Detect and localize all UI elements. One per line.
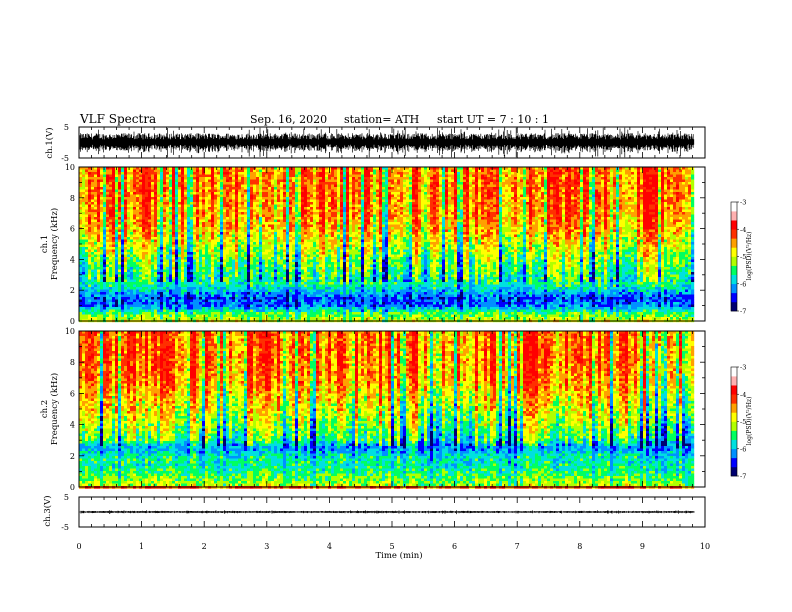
ch1-colorbar-tick-label: -6	[740, 280, 746, 288]
ch2-colorbar-swatch	[731, 457, 737, 468]
ch2-colorbar: -3 -4 -5 -6 -7	[730, 364, 746, 481]
freq-tick-label: 8	[70, 194, 75, 203]
freq-tick-label: 6	[70, 225, 75, 234]
ch1-colorbar-swatch	[731, 247, 737, 257]
ch1-colorbar-swatch	[731, 265, 737, 275]
time-tick-label: 5	[389, 542, 394, 551]
ch2-colorbar-tick-label: -3	[740, 364, 746, 372]
ch2-colorbar-swatch	[731, 448, 737, 459]
freq-tick-label: 10	[65, 163, 75, 172]
ch2-spec-ylabel: ch.2	[40, 400, 50, 418]
ch1-colorbar-label: log(PSD)(V²/Hz)	[746, 232, 753, 281]
ch3-waveform-panel: 5 -5 0 1 2 3 4 5 6 7 8 9 10	[61, 493, 710, 551]
freq-tick-label: 10	[65, 327, 75, 336]
ch1-spectrogram-panel: 0 2 4 6 8 10	[65, 163, 706, 326]
ch1-colorbar-tick-label: -7	[740, 308, 746, 316]
freq-tick-label: 0	[70, 317, 75, 326]
ch2-spectrogram-panel: 0 2 4 6 8 10	[65, 327, 706, 492]
time-tick-label: 6	[452, 542, 457, 551]
ch2-colorbar-swatch	[731, 385, 737, 395]
time-tick-label: 7	[515, 542, 520, 551]
ch1-colorbar-swatch	[731, 229, 737, 239]
freq-tick-label: 4	[70, 255, 75, 264]
ch2-colorbar-swatch	[731, 403, 737, 413]
time-tick-label: 9	[640, 542, 645, 551]
ch1-waveform-trace	[79, 127, 695, 158]
ch3-waveform-ylabel: ch.3(V)	[42, 495, 53, 526]
date-text: Sep. 16, 2020	[250, 113, 327, 126]
ch1-colorbar: -3 -4 -5 -6 -7	[730, 199, 746, 316]
freq-tick-label: 0	[70, 483, 75, 492]
ch2-colorbar-label: log(PSD)(V²/Hz)	[746, 397, 753, 446]
ch1-freq-ylabel: Frequency (kHz)	[49, 208, 60, 280]
time-tick-label: 3	[264, 542, 269, 551]
ch1-colorbar-swatch	[731, 202, 737, 212]
freq-tick-label: 4	[70, 421, 75, 430]
ch3-waveform-trace	[79, 510, 695, 515]
ch1-spec-ylabel: ch.1	[40, 235, 50, 253]
time-tick-label: 0	[76, 542, 81, 551]
freq-tick-label: 6	[70, 389, 75, 398]
ch2-colorbar-tick-label: -4	[740, 391, 746, 399]
ch1-colorbar-swatch	[731, 238, 737, 248]
ch2-colorbar-swatch	[731, 421, 737, 431]
time-xlabel: Time (min)	[375, 550, 422, 561]
ch2-spectrogram-cells	[79, 331, 695, 489]
ch2-colorbar-swatch	[731, 430, 737, 440]
ch1-colorbar-swatch	[731, 292, 737, 303]
ch2-colorbar-swatch	[731, 394, 737, 404]
ch1-colorbar-swatch	[731, 274, 737, 285]
ch1-colorbar-tick-label: -3	[740, 199, 746, 207]
ch1-waveform-ytick-label: 5	[64, 123, 69, 132]
ch1-waveform-panel: 5 -5	[61, 123, 706, 163]
freq-tick-label: 2	[70, 452, 75, 461]
time-tick-label: 10	[700, 542, 710, 551]
ch1-colorbar-tick-label: -4	[740, 226, 746, 234]
ch1-waveform-ytick-label: -5	[61, 154, 69, 163]
freq-tick-label: 8	[70, 358, 75, 367]
ch3-waveform-ytick-label: 5	[64, 493, 69, 502]
ch2-colorbar-swatch	[731, 367, 737, 377]
time-tick-label: 4	[327, 542, 332, 551]
ch1-colorbar-swatch	[731, 301, 737, 312]
ch1-colorbar-tick-label: -5	[740, 253, 746, 261]
ch2-colorbar-swatch	[731, 412, 737, 422]
ch1-waveform-ylabel: ch.1(V)	[44, 127, 55, 158]
ch2-colorbar-swatch	[731, 376, 737, 386]
figure-title: VLF Spectra	[79, 112, 156, 126]
time-tick-label: 8	[577, 542, 582, 551]
ch2-colorbar-swatch	[731, 439, 737, 450]
station-text: station= ATH	[344, 113, 419, 126]
ch3-waveform-ytick-label: -5	[61, 523, 69, 532]
ch2-colorbar-tick-label: -7	[740, 473, 746, 481]
ch1-colorbar-swatch	[731, 220, 737, 230]
start-time-text: start UT = 7 : 10 : 1	[437, 113, 549, 126]
time-tick-label: 2	[202, 542, 207, 551]
ch2-colorbar-swatch	[731, 466, 737, 477]
ch2-colorbar-tick-label: -5	[740, 418, 746, 426]
freq-tick-label: 2	[70, 286, 75, 295]
time-tick-label: 1	[139, 542, 144, 551]
ch1-colorbar-swatch	[731, 211, 737, 221]
ch1-colorbar-swatch	[731, 283, 737, 294]
ch2-freq-ylabel: Frequency (kHz)	[49, 373, 60, 445]
ch1-spectrogram-cells	[79, 167, 695, 323]
ch2-colorbar-tick-label: -6	[740, 445, 746, 453]
ch1-colorbar-swatch	[731, 256, 737, 266]
